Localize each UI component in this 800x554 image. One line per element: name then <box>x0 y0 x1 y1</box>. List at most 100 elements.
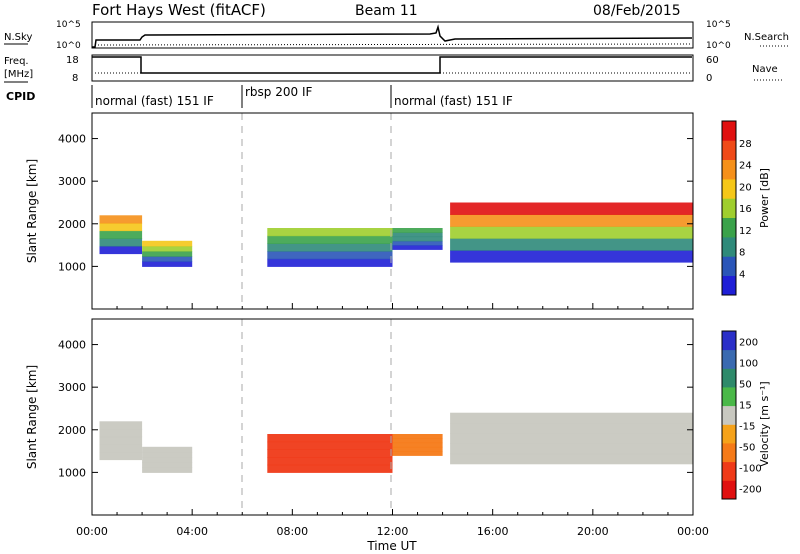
velocity-colorbar-tick-7: -200 <box>739 485 762 496</box>
velocity-echo-region-4-band-0 <box>450 453 693 465</box>
cpid-label: CPID <box>6 90 35 103</box>
noise-tick-bottom-left: 10^0 <box>56 41 81 51</box>
power-colorbar-segment-0 <box>722 275 736 296</box>
power-echo-region-1-band-2 <box>142 251 193 257</box>
power-colorbar-tick-4: 20 <box>739 182 752 193</box>
noise-strip-frame <box>91 21 694 49</box>
velocity-echo-region-3-band-0 <box>392 451 443 456</box>
power-colorbar-tick-2: 12 <box>739 226 752 237</box>
velocity-colorbar-segment-7 <box>722 349 736 369</box>
power-colorbar-segment-3 <box>722 217 736 238</box>
power-echo-region-1-band-3 <box>142 245 193 252</box>
velocity-echo-region-4-band-4 <box>450 412 693 424</box>
time-tick-label-1: 04:00 <box>176 525 208 538</box>
velocity-ytick-label-0: 1000 <box>58 466 86 479</box>
nsearch-label: N.Search <box>744 32 789 43</box>
velocity-echoes <box>99 412 693 473</box>
velocity-axes: 1000 2000 3000 4000 <box>58 339 694 515</box>
power-colorbar-segment-4 <box>722 198 736 218</box>
velocity-echo-region-1-band-4 <box>142 446 193 453</box>
velocity-echo-region-0-band-2 <box>99 436 143 445</box>
power-ytick-label-1: 2000 <box>58 218 86 231</box>
velocity-colorbar-label: Velocity [m s⁻¹] <box>758 381 771 466</box>
power-echo-region-2-band-2 <box>267 243 393 252</box>
power-echo-region-2-band-0 <box>267 258 393 267</box>
power-colorbar-segment-7 <box>722 140 736 160</box>
cpid-segment-1: rbsp 200 IF <box>245 85 312 99</box>
freq-label: Freq. <box>4 56 29 67</box>
velocity-echo-region-2-band-1 <box>267 457 393 466</box>
power-colorbar-tick-3: 16 <box>739 204 752 215</box>
power-echo-region-4-band-1 <box>450 238 693 251</box>
power-colorbar-segment-6 <box>722 159 736 180</box>
velocity-echo-region-1-band-2 <box>142 457 193 463</box>
velocity-colorbar-segment-2 <box>722 443 736 463</box>
velocity-echo-region-4-band-3 <box>450 423 693 434</box>
power-echo-region-1-band-0 <box>142 261 193 267</box>
power-echo-region-4-band-4 <box>450 202 693 215</box>
velocity-echo-region-4-band-1 <box>450 443 693 455</box>
velocity-colorbar-segment-3 <box>722 424 736 444</box>
velocity-colorbar-tick-0: 200 <box>739 338 758 349</box>
date-label: 08/Feb/2015 <box>593 3 681 19</box>
time-tick-label-5: 20:00 <box>577 525 609 538</box>
velocity-colorbar-frame <box>721 330 737 500</box>
velocity-colorbar-segment-8 <box>722 331 736 351</box>
power-echo-region-1-band-1 <box>142 256 193 262</box>
freq-unit-label: [MHz] <box>4 69 33 80</box>
freq-tick-bottom: 8 <box>72 73 78 84</box>
velocity-colorbar-segment-6 <box>722 368 736 388</box>
station-title: Fort Hays West (fitACF) <box>92 1 266 19</box>
nsky-label: N.Sky <box>4 32 32 43</box>
power-echo-region-0-band-4 <box>99 215 143 224</box>
velocity-echo-region-2-band-2 <box>267 449 393 458</box>
power-colorbar-segment-1 <box>722 256 736 276</box>
power-ylabel: Slant Range [km] <box>25 159 39 263</box>
power-axes: 1000 2000 3000 4000 <box>58 133 694 309</box>
time-tick-label-2: 08:00 <box>276 525 308 538</box>
velocity-echo-region-3-band-4 <box>392 434 443 439</box>
power-colorbar-frame <box>721 120 737 296</box>
power-echo-region-3-band-4 <box>392 228 443 233</box>
power-echo-region-3-band-0 <box>392 245 443 250</box>
velocity-colorbar-segment-0 <box>722 480 736 500</box>
power-echo-region-2-band-3 <box>267 235 393 244</box>
power-echo-region-3-band-1 <box>392 240 443 246</box>
power-echo-region-4-band-0 <box>450 250 693 263</box>
velocity-colorbar-tick-6: -100 <box>739 464 762 475</box>
power-colorbar-segment-5 <box>722 179 736 199</box>
power-echo-region-1-band-4 <box>142 240 193 247</box>
velocity-echo-region-3-band-1 <box>392 446 443 452</box>
power-echo-region-4-band-2 <box>450 226 693 239</box>
power-colorbar-tick-5: 24 <box>739 161 752 172</box>
power-echo-region-0-band-2 <box>99 230 143 239</box>
power-echo-region-2-band-1 <box>267 251 393 260</box>
velocity-panel: 1000 2000 3000 4000 Slant Range [km] <box>25 318 694 516</box>
freq-tick-top: 18 <box>66 55 79 66</box>
velocity-colorbar: 200 100 50 15 -15 -50 -100 -200 <box>721 330 762 500</box>
velocity-echo-region-1-band-1 <box>142 462 193 468</box>
power-colorbar-label: Power [dB] <box>758 168 771 228</box>
velocity-echo-region-0-band-0 <box>99 451 143 461</box>
noise-tick-bottom-right: 10^0 <box>706 41 731 51</box>
power-colorbar-segment-8 <box>722 121 736 141</box>
nave-tick-bottom: 0 <box>706 73 712 84</box>
time-tick-label-3: 12:00 <box>377 525 409 538</box>
velocity-echo-region-0-band-1 <box>99 444 143 453</box>
velocity-echo-region-0-band-4 <box>99 421 143 430</box>
power-echo-region-2-band-4 <box>267 228 393 237</box>
velocity-ytick-label-2: 3000 <box>58 381 86 394</box>
velocity-ylabel: Slant Range [km] <box>25 365 39 469</box>
velocity-colorbar-tick-2: 50 <box>739 380 752 391</box>
nave-tick-top: 60 <box>706 55 719 66</box>
velocity-echo-region-3-band-2 <box>392 442 443 448</box>
velocity-ytick-label-1: 2000 <box>58 424 86 437</box>
velocity-colorbar-tick-5: -50 <box>739 443 755 454</box>
cpid-segment-2: normal (fast) 151 IF <box>394 94 513 108</box>
velocity-echo-region-1-band-3 <box>142 451 193 458</box>
time-tick-label-4: 16:00 <box>477 525 509 538</box>
velocity-echo-region-2-band-0 <box>267 464 393 473</box>
power-echo-region-0-band-0 <box>99 245 143 255</box>
velocity-colorbar-tick-1: 100 <box>739 359 758 370</box>
